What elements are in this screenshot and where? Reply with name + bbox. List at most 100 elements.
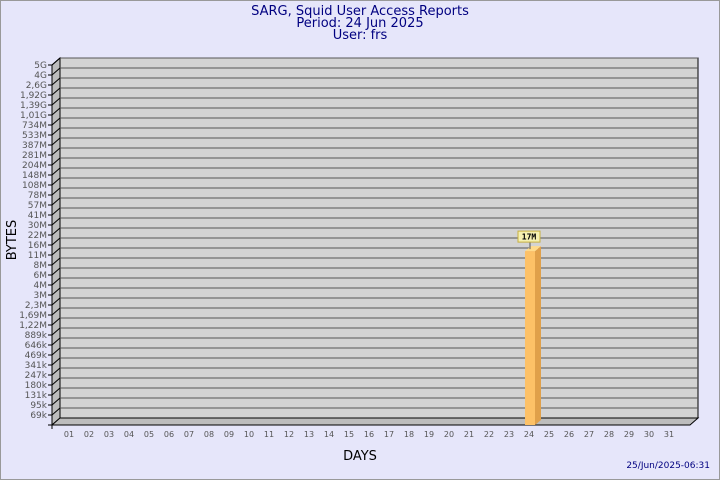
y-tick-slant — [51, 77, 61, 86]
y-tick-slant — [51, 297, 61, 306]
y-tick-slant — [51, 397, 61, 406]
y-tick-label: 646k — [25, 341, 48, 351]
x-tick-label: 19 — [424, 430, 434, 439]
bar-side — [535, 246, 541, 425]
data-label: 17M — [522, 233, 537, 242]
y-tick-label: 1,39G — [20, 101, 47, 111]
y-tick-slant — [51, 227, 61, 236]
x-tick-label: 08 — [204, 430, 214, 439]
y-tick-label: 95k — [30, 401, 47, 411]
bar-day-24 — [525, 251, 535, 425]
y-tick-label: 69k — [30, 411, 47, 421]
y-tick-label: 180k — [25, 381, 48, 391]
y-tick-label: 341k — [25, 361, 48, 371]
y-tick-slant — [51, 347, 61, 356]
x-tick-label: 30 — [644, 430, 654, 439]
y-tick-label: 2,3M — [25, 301, 47, 311]
y-tick-slant — [51, 357, 61, 366]
y-tick-slant — [51, 247, 61, 256]
x-tick-label: 07 — [184, 430, 194, 439]
y-tick-slant — [51, 337, 61, 346]
y-tick-label: 247k — [25, 371, 48, 381]
x-tick-label: 26 — [564, 430, 574, 439]
x-tick-label: 06 — [164, 430, 174, 439]
y-tick-label: 108M — [22, 181, 47, 191]
y-tick-slant — [51, 137, 61, 146]
x-tick-label: 20 — [444, 430, 454, 439]
y-tick-slant — [51, 187, 61, 196]
timestamp: 25/Jun/2025-06:31 — [626, 461, 710, 471]
bar-top — [525, 246, 541, 252]
y-tick-label: 5G — [34, 61, 47, 71]
y-tick-label: 4G — [34, 71, 47, 81]
y-tick-slant — [51, 327, 61, 336]
chart-user: User: frs — [332, 28, 388, 43]
x-axis-label: DAYS — [343, 449, 377, 464]
y-tick-slant — [51, 387, 61, 396]
y-tick-slant — [51, 367, 61, 376]
y-axis-label: BYTES — [5, 220, 20, 261]
y-tick-label: 16M — [28, 241, 47, 251]
y-tick-slant — [51, 377, 61, 386]
y-tick-label: 889k — [25, 331, 48, 341]
x-tick-label: 05 — [144, 430, 154, 439]
x-tick-label: 04 — [124, 430, 134, 439]
x-tick-label: 16 — [364, 430, 374, 439]
x-tick-label: 22 — [484, 430, 494, 439]
x-tick-label: 31 — [664, 430, 674, 439]
x-tick-label: 17 — [384, 430, 394, 439]
y-tick-label: 1,92G — [20, 91, 47, 101]
y-tick-label: 3M — [34, 291, 48, 301]
y-tick-slant — [51, 197, 61, 206]
y-tick-label: 8M — [34, 261, 48, 271]
x-tick-label: 03 — [104, 430, 114, 439]
floor — [50, 417, 700, 426]
y-tick-slant — [51, 97, 61, 106]
y-tick-label: 734M — [22, 121, 47, 131]
x-tick-label: 24 — [524, 430, 534, 439]
y-tick-slant — [51, 177, 61, 186]
data-label-box — [517, 230, 541, 243]
y-tick-slant — [51, 317, 61, 326]
y-tick-label: 148M — [22, 171, 47, 181]
y-tick-slant — [51, 167, 61, 176]
y-tick-label: 2,6G — [26, 81, 47, 91]
x-tick-label: 29 — [624, 430, 634, 439]
y-tick-slant — [51, 147, 61, 156]
y-tick-slant — [51, 87, 61, 96]
x-tick-label: 02 — [84, 430, 94, 439]
y-tick-label: 469k — [25, 351, 48, 361]
y-tick-label: 204M — [22, 161, 47, 171]
x-tick-label: 21 — [464, 430, 474, 439]
x-tick-label: 23 — [504, 430, 514, 439]
x-tick-label: 18 — [404, 430, 414, 439]
y-tick-slant — [51, 117, 61, 126]
chart-title: SARG, Squid User Access Reports — [251, 4, 469, 19]
y-tick-slant — [51, 107, 61, 116]
y-tick-slant — [51, 67, 61, 76]
x-tick-label: 25 — [544, 430, 554, 439]
x-tick-label: 11 — [264, 430, 274, 439]
x-tick-label: 27 — [584, 430, 594, 439]
y-tick-label: 387M — [22, 141, 47, 151]
y-tick-label: 1,69M — [19, 311, 47, 321]
x-tick-label: 28 — [604, 430, 614, 439]
y-tick-label: 6M — [34, 271, 48, 281]
y-tick-slant — [51, 257, 61, 266]
chart-period: Period: 24 Jun 2025 — [296, 16, 424, 31]
y-tick-label: 22M — [28, 231, 47, 241]
x-tick-label: 13 — [304, 430, 314, 439]
y-tick-slant — [51, 207, 61, 216]
y-tick-slant — [51, 307, 61, 316]
y-tick-label: 11M — [28, 251, 47, 261]
x-tick-label: 14 — [324, 430, 334, 439]
x-tick-label: 01 — [64, 430, 74, 439]
y-tick-label: 131k — [25, 391, 48, 401]
y-tick-slant — [51, 277, 61, 286]
y-tick-slant — [51, 287, 61, 296]
y-tick-slant — [51, 407, 61, 416]
y-tick-slant — [51, 57, 61, 66]
y-tick-slant — [51, 267, 61, 276]
y-tick-slant — [51, 157, 61, 166]
